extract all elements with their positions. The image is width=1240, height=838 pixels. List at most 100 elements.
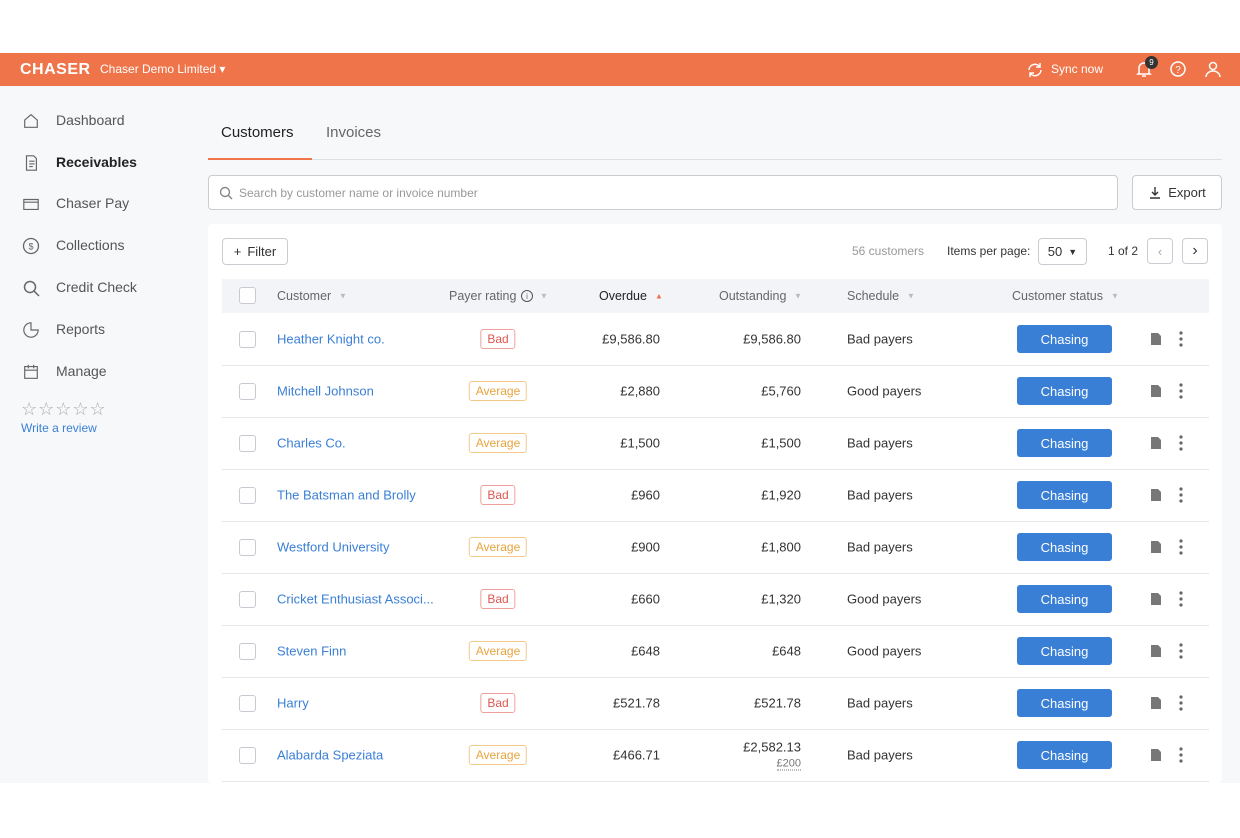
nav-icon [22, 363, 40, 381]
document-icon[interactable] [1150, 332, 1162, 349]
more-menu[interactable] [1178, 643, 1184, 662]
per-page-select[interactable]: 50 ▼ [1038, 238, 1087, 265]
row-checkbox[interactable] [239, 383, 256, 400]
column-header[interactable]: Outstanding [719, 289, 787, 303]
row-checkbox[interactable] [239, 435, 256, 452]
schedule: Bad payers [847, 435, 913, 451]
document-icon[interactable] [1150, 488, 1162, 505]
row-checkbox[interactable] [239, 331, 256, 348]
more-menu[interactable] [1178, 695, 1184, 714]
row-checkbox[interactable] [239, 643, 256, 660]
sync-icon[interactable] [1026, 61, 1044, 79]
column-header[interactable]: Customer [277, 289, 332, 303]
status-button[interactable]: Chasing [1017, 377, 1112, 405]
sort-icon[interactable]: ▼ [794, 291, 802, 301]
sort-icon[interactable]: ▼ [1111, 291, 1119, 301]
nav-item[interactable]: Chaser Pay [56, 195, 130, 211]
tab-customers[interactable]: Customers [221, 124, 294, 141]
sort-icon[interactable]: ▼ [540, 291, 548, 301]
nav-item[interactable]: Receivables [56, 154, 137, 170]
nav-item[interactable]: Collections [56, 237, 125, 253]
customer-link[interactable]: Westford University [277, 539, 390, 555]
nav-item[interactable]: Reports [56, 321, 106, 337]
svg-text:$: $ [28, 242, 33, 252]
document-icon[interactable] [1150, 592, 1162, 609]
nav-item[interactable]: Dashboard [56, 112, 125, 128]
row-checkbox[interactable] [239, 591, 256, 608]
status-button[interactable]: Chasing [1017, 533, 1112, 561]
column-header[interactable]: Customer status [1012, 289, 1104, 303]
overdue-amount: £2,880 [620, 383, 660, 399]
status-button[interactable]: Chasing [1017, 429, 1112, 457]
filter-button[interactable]: + Filter [222, 238, 288, 265]
status-button[interactable]: Chasing [1017, 585, 1112, 613]
next-page[interactable]: › [1182, 238, 1208, 264]
row-checkbox[interactable] [239, 747, 256, 764]
status-button[interactable]: Chasing [1017, 689, 1112, 717]
sort-icon[interactable]: ▼ [907, 291, 915, 301]
nav-icon [22, 112, 40, 130]
logo[interactable]: CHASER [20, 61, 91, 78]
column-header[interactable]: Schedule [847, 289, 900, 303]
column-header[interactable]: Overdue [599, 289, 647, 303]
document-icon[interactable] [1150, 384, 1162, 401]
prev-page[interactable]: ‹ [1147, 238, 1173, 264]
info-icon[interactable]: i [521, 290, 533, 302]
company-switcher[interactable]: Chaser Demo Limited ▾ [100, 62, 226, 76]
more-menu[interactable] [1178, 487, 1184, 506]
sync-now[interactable]: Sync now [1051, 62, 1104, 76]
top-bar: CHASER Chaser Demo Limited ▾ Sync now 9 … [0, 53, 1240, 86]
more-menu[interactable] [1178, 383, 1184, 402]
export-button[interactable]: Export [1132, 175, 1222, 210]
customer-link[interactable]: Steven Finn [277, 643, 347, 659]
row-checkbox[interactable] [239, 695, 256, 712]
document-icon[interactable] [1150, 644, 1162, 661]
customer-link[interactable]: Mitchell Johnson [277, 383, 374, 399]
customer-link[interactable]: Alabarda Speziata [277, 747, 384, 763]
rating-stars[interactable]: ☆☆☆☆☆ [21, 399, 107, 419]
document-icon[interactable] [1150, 436, 1162, 453]
nav-icon [22, 154, 40, 172]
document-icon[interactable] [1150, 696, 1162, 713]
schedule: Bad payers [847, 747, 913, 763]
sort-icon[interactable]: ▼ [339, 291, 347, 301]
customer-link[interactable]: Heather Knight co. [277, 331, 385, 347]
search-box[interactable]: Search by customer name or invoice numbe… [208, 175, 1118, 210]
customer-link[interactable]: Harry [277, 695, 309, 711]
more-menu[interactable] [1178, 539, 1184, 558]
status-button[interactable]: Chasing [1017, 741, 1112, 769]
more-menu[interactable] [1178, 591, 1184, 610]
payer-rating: Average [468, 433, 528, 453]
more-menu[interactable] [1178, 747, 1184, 766]
sort-icon[interactable]: ▲ [655, 291, 663, 301]
status-button[interactable]: Chasing [1017, 481, 1112, 509]
customer-link[interactable]: The Batsman and Brolly [277, 487, 416, 503]
schedule: Bad payers [847, 539, 913, 555]
tab-invoices[interactable]: Invoices [326, 124, 382, 141]
row-divider [222, 521, 1209, 522]
customer-link[interactable]: Cricket Enthusiast Associ... [277, 591, 434, 607]
table-header [222, 279, 1209, 313]
more-menu[interactable] [1178, 331, 1184, 350]
status-button[interactable]: Chasing [1017, 637, 1112, 665]
page-indicator: 1 of 2 [1108, 244, 1139, 258]
nav-item[interactable]: Credit Check [56, 279, 137, 295]
customer-link[interactable]: Charles Co. [277, 435, 346, 451]
more-menu[interactable] [1178, 435, 1184, 454]
per-page-label: Items per page: [947, 244, 1031, 258]
user-icon[interactable] [1204, 60, 1222, 78]
document-icon[interactable] [1150, 540, 1162, 557]
status-button[interactable]: Chasing [1017, 325, 1112, 353]
row-checkbox[interactable] [239, 487, 256, 504]
document-icon[interactable] [1150, 748, 1162, 765]
company-name[interactable]: Chaser Demo Limited [100, 62, 217, 76]
select-all-checkbox[interactable] [239, 287, 256, 304]
nav-item[interactable]: Manage [56, 363, 107, 379]
help-icon[interactable]: ? [1169, 60, 1187, 78]
row-checkbox[interactable] [239, 539, 256, 556]
bottom-margin [0, 783, 1240, 838]
outstanding-note[interactable]: £200 [776, 757, 801, 771]
write-review[interactable]: Write a review [21, 421, 97, 435]
column-header[interactable]: Payer rating [449, 289, 517, 303]
payer-rating: Average [468, 537, 528, 557]
